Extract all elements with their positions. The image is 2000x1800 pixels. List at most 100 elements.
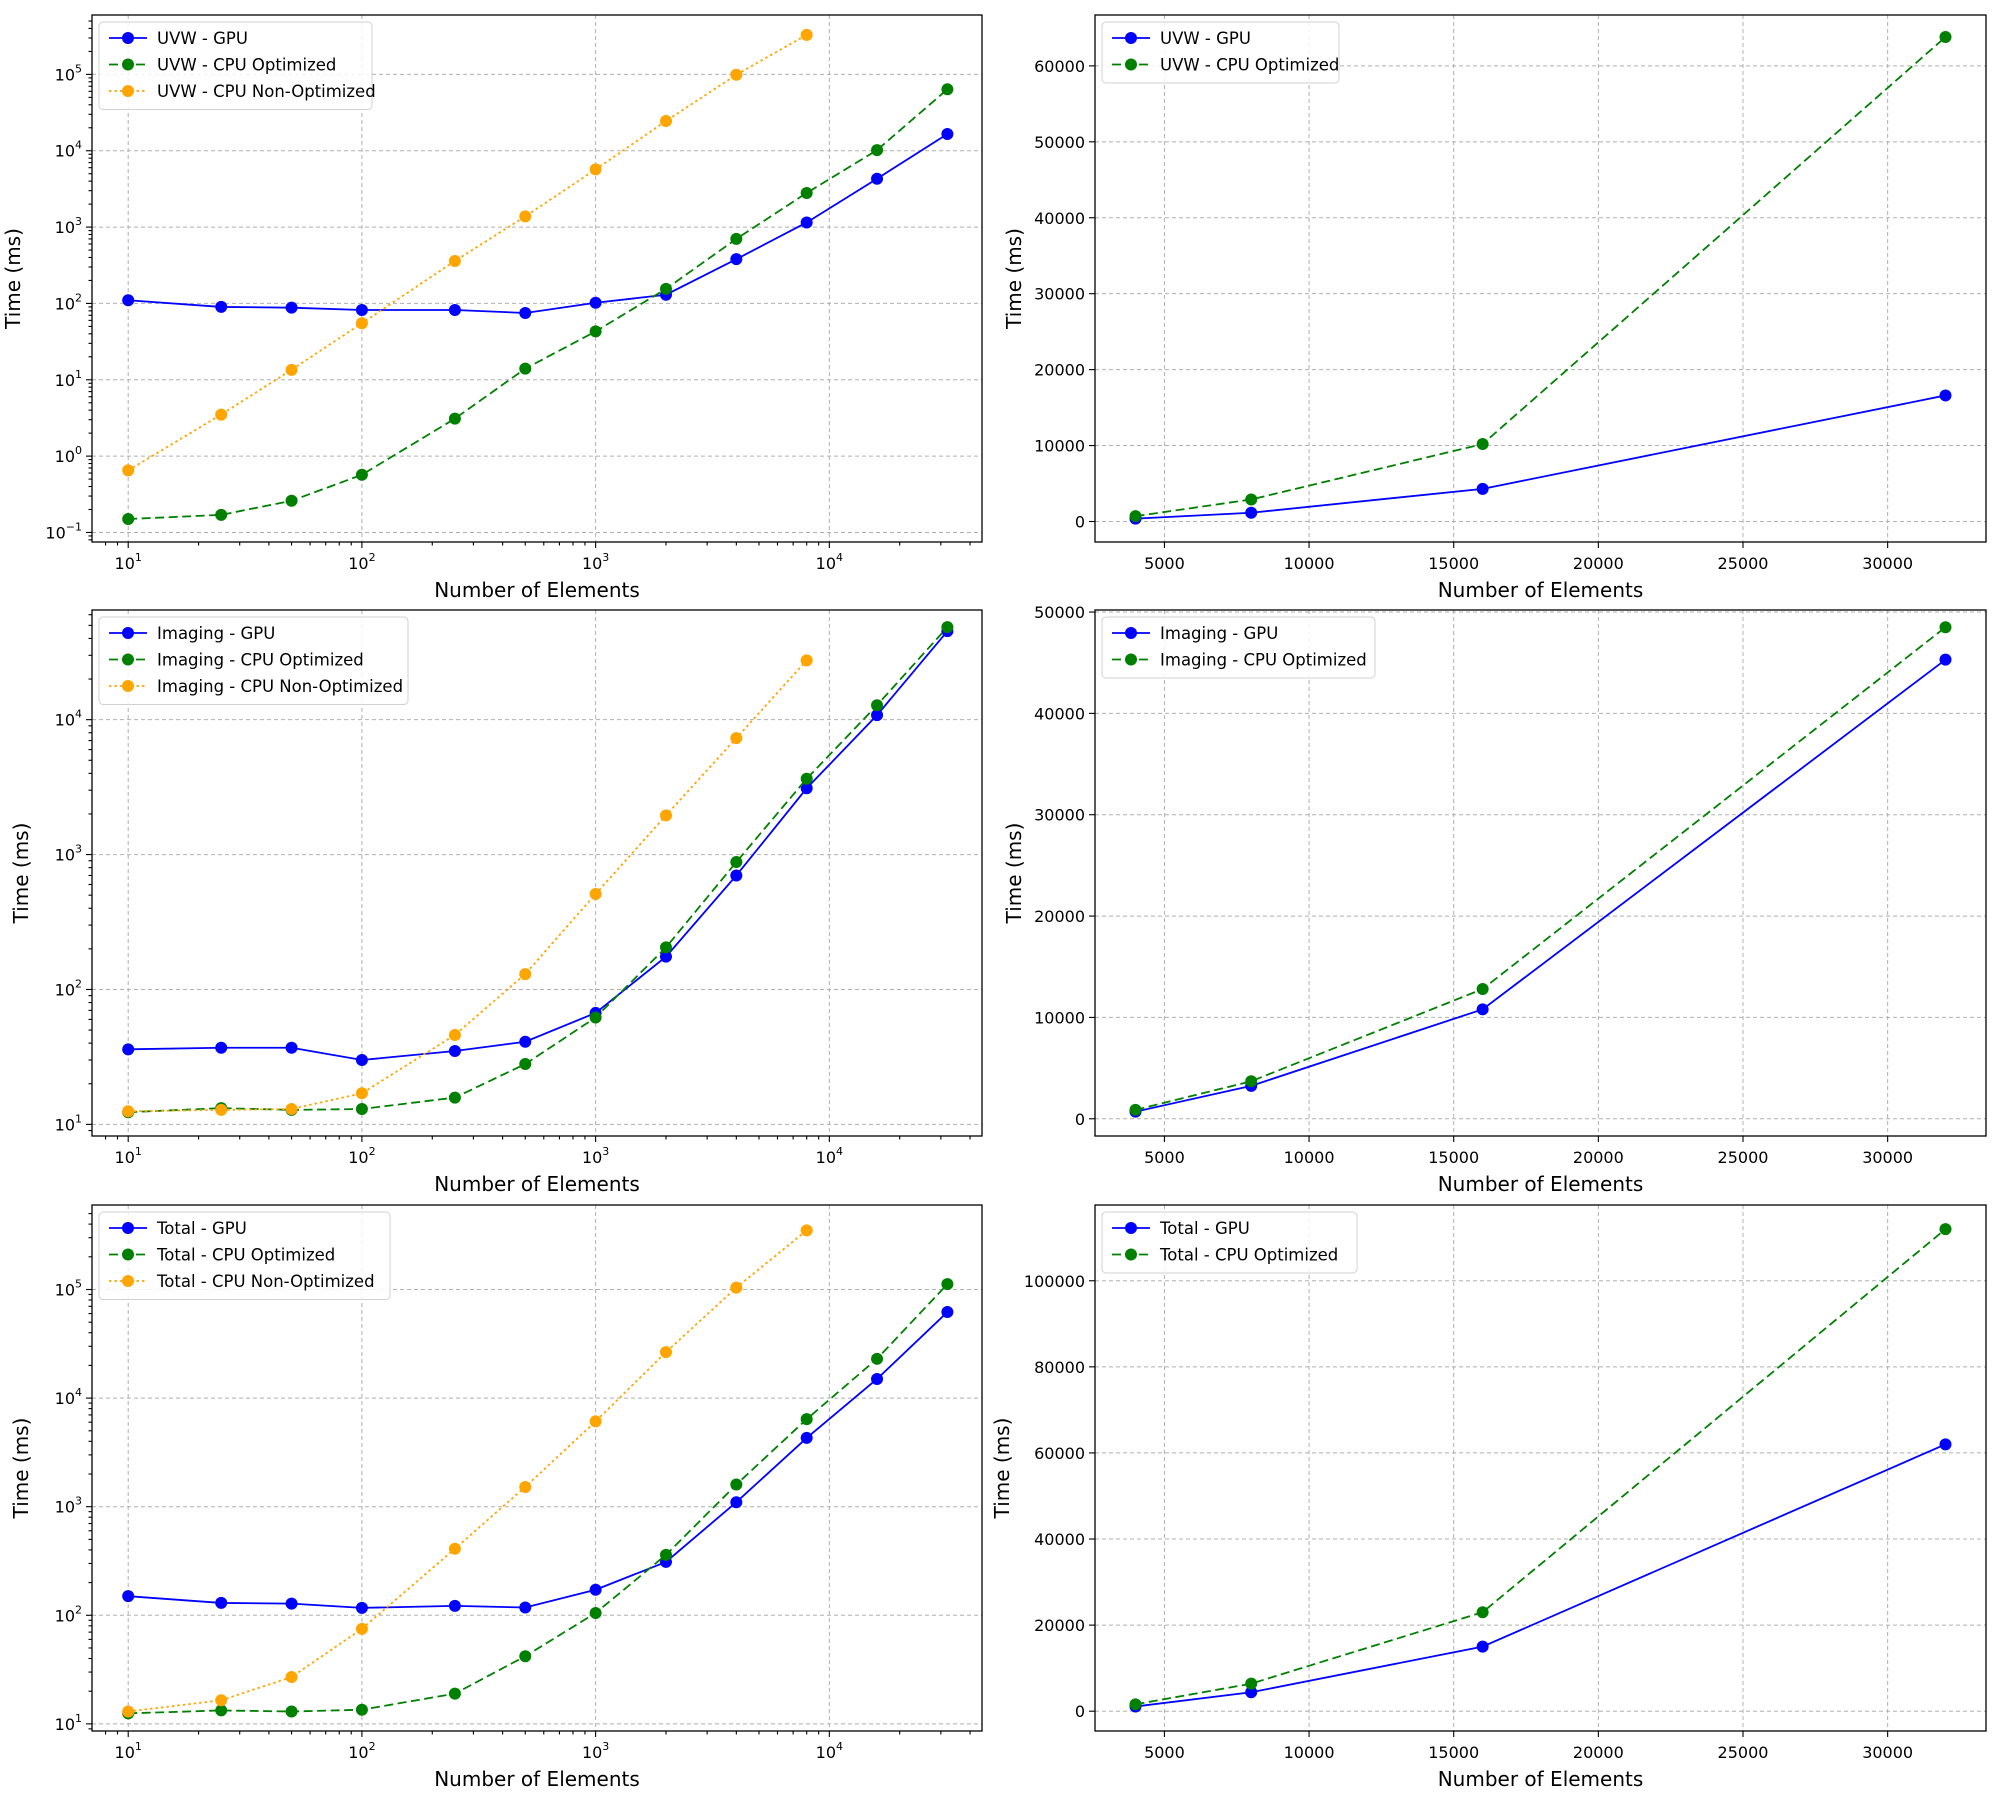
y-axis-label: Time (ms) (1, 228, 25, 330)
data-point (589, 325, 602, 338)
data-point (448, 254, 461, 267)
chart-panel-5: 101 102 103 104 101 102 103 104 105 Number of Ele… (9, 1204, 983, 1791)
data-point (659, 115, 672, 128)
data-point (800, 216, 813, 229)
y-axis-label: Time (ms) (1002, 823, 1026, 925)
data-point (519, 210, 532, 223)
data-point (871, 699, 884, 712)
y-tick-label: 100 (55, 444, 82, 466)
data-point (871, 144, 884, 157)
legend-label: Total - GPU (1159, 1219, 1250, 1238)
series-line-3 (127, 34, 808, 472)
data-point (448, 1542, 461, 1555)
y-tick-label: 30000 (1034, 806, 1085, 825)
y-tick-label: 10−1 (45, 520, 82, 542)
y-tick-label: 102 (55, 291, 82, 313)
data-point (659, 950, 672, 963)
data-point (589, 1583, 602, 1596)
x-tick-label: 15000 (1428, 1743, 1479, 1762)
data-point (215, 408, 228, 421)
data-point (355, 1622, 368, 1635)
data-point (519, 306, 532, 319)
data-point (448, 1028, 461, 1041)
data-point (448, 1091, 461, 1104)
data-point (589, 1606, 602, 1619)
x-axis-label: Number of Elements (434, 1172, 640, 1196)
data-point (285, 301, 298, 314)
data-point (1939, 1223, 1952, 1236)
x-tick-label: 20000 (1573, 1743, 1624, 1762)
data-point (800, 1224, 813, 1237)
legend-marker (122, 680, 134, 692)
x-axis-label: Number of Elements (1438, 1172, 1644, 1196)
series-line-2 (1135, 36, 1947, 518)
legend-box (1101, 616, 1376, 679)
data-point (800, 28, 813, 41)
data-point (1476, 1606, 1489, 1619)
x-tick-label: 15000 (1428, 1148, 1479, 1167)
y-tick-label: 50000 (1034, 133, 1085, 152)
legend-box (1101, 1211, 1358, 1274)
y-tick-label: 104 (55, 708, 82, 730)
legend-marker (1125, 1248, 1137, 1261)
legend-marker (1125, 32, 1137, 44)
y-tick-label: 104 (55, 1386, 82, 1408)
data-point (1245, 506, 1258, 519)
data-point (800, 186, 813, 199)
data-point (519, 1480, 532, 1493)
chart-panel-2: 5000 10000 15000 20000 25000 30000 0 10000 20000… (1002, 14, 1987, 602)
y-tick-label: 101 (55, 368, 82, 390)
data-point (285, 1597, 298, 1610)
data-point (215, 300, 228, 313)
y-tick-label: 102 (55, 1603, 82, 1625)
x-tick-label: 104 (816, 551, 843, 573)
data-point (355, 1087, 368, 1100)
legend-marker (122, 32, 134, 44)
data-point (941, 127, 954, 140)
data-point (730, 1281, 743, 1294)
y-tick-label: 103 (55, 1495, 82, 1517)
x-tick-label: 103 (582, 551, 609, 573)
data-point (1939, 621, 1952, 634)
chart-panel-4: 5000 10000 15000 20000 25000 30000 0 10000 20000… (1002, 603, 1987, 1196)
legend-box (98, 21, 373, 110)
data-point (871, 709, 884, 722)
legend-label: Imaging - CPU Optimized (1160, 651, 1367, 670)
x-tick-label: 30000 (1862, 554, 1913, 573)
data-point (448, 1044, 461, 1057)
legend-box (1101, 21, 1340, 84)
y-tick-label: 40000 (1034, 704, 1085, 723)
data-point (659, 282, 672, 295)
data-point (215, 1103, 228, 1116)
y-tick-label: 10000 (1034, 1008, 1085, 1027)
data-point (285, 1671, 298, 1684)
y-tick-label: 102 (55, 977, 82, 999)
data-point (1939, 1438, 1952, 1451)
legend-marker (122, 627, 134, 639)
legend-label: Total - GPU (156, 1219, 247, 1238)
data-point (589, 888, 602, 901)
data-point (659, 941, 672, 954)
legend-marker (122, 1248, 134, 1261)
y-tick-label: 101 (55, 1112, 82, 1134)
legend: Imaging - GPU Imaging - CPU Optimized Imag… (98, 616, 409, 705)
data-point (285, 363, 298, 376)
x-tick-label: 10000 (1284, 1148, 1335, 1167)
data-point (800, 1413, 813, 1426)
chart-panel-3: 101 102 103 104 101 102 103 104 Number of Elemen… (9, 609, 983, 1196)
series-line-3 (128, 659, 808, 1113)
legend-marker (122, 1275, 134, 1287)
data-point (519, 1601, 532, 1614)
y-tick-label: 0 (1075, 1702, 1085, 1721)
data-point (1129, 1103, 1142, 1116)
legend-label: Total - CPU Non-Optimized (156, 1272, 375, 1291)
data-point (122, 464, 135, 477)
data-point (448, 304, 461, 317)
legend-marker (1125, 627, 1137, 639)
data-point (800, 772, 813, 785)
data-point (1939, 389, 1952, 402)
x-tick-label: 101 (115, 551, 142, 573)
data-point (589, 296, 602, 309)
y-tick-label: 60000 (1034, 57, 1085, 76)
